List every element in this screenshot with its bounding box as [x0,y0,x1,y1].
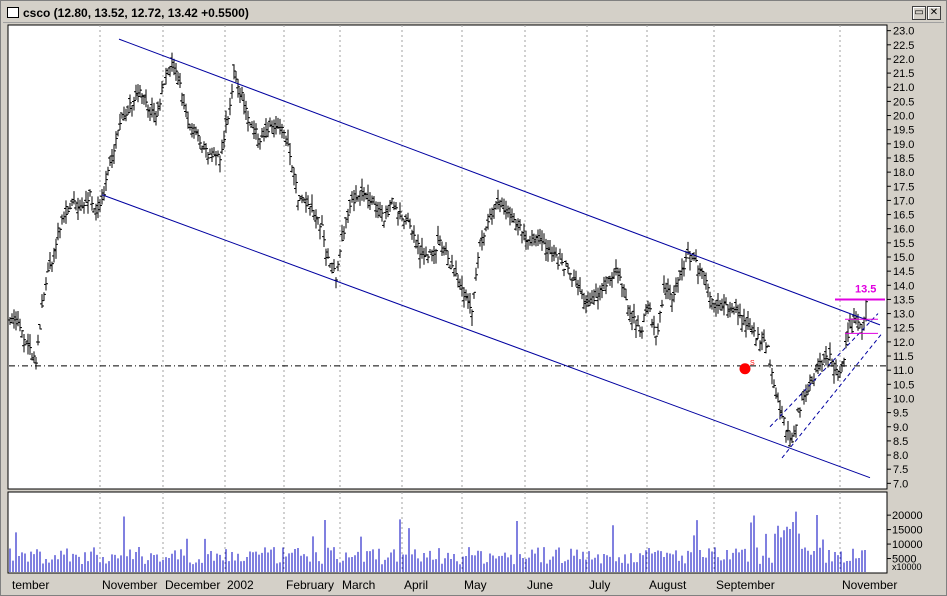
title-bar[interactable]: csco (12.80, 13.52, 12.72, 13.42 +0.5500… [3,3,944,23]
price-tick-label: 10.5 [893,379,914,391]
price-tick-label: 11.5 [893,351,914,363]
price-tick-label: 17.5 [893,181,914,193]
price-tick-label: 21.5 [893,68,914,80]
price-tick-label: 13.5 [893,294,914,306]
date-tick-label: November [102,578,157,592]
volume-tick-label: 5000 [892,554,916,566]
price-tick-label: 16.0 [893,224,914,236]
date-tick-label: April [404,578,428,592]
price-tick-label: 22.0 [893,54,914,66]
date-tick-label: July [589,578,610,592]
price-tick-label: 8.5 [893,436,908,448]
signal-marker-label: S [750,360,755,367]
price-tick-label: 15.5 [893,238,914,250]
date-tick-label: November [842,578,897,592]
price-tick-label: 22.5 [893,40,914,52]
price-tick-label: 20.5 [893,96,914,108]
price-tick-label: 20.0 [893,111,914,123]
price-tick-label: 12.5 [893,323,914,335]
target-label: 13.5 [855,283,876,295]
date-tick-label: February [286,578,334,592]
volume-multiplier-label: x10000 [892,562,922,572]
price-tick-label: 13.0 [893,309,914,321]
date-tick-label: March [342,578,375,592]
grid [99,25,841,573]
price-tick-label: 23.0 [893,26,914,38]
date-tick-label: August [649,578,687,592]
date-tick-label: June [527,578,553,592]
upper-trend-line[interactable] [118,38,881,326]
window-title: csco (12.80, 13.52, 12.72, 13.42 +0.5500… [23,6,249,20]
window-icon [7,7,19,18]
volume-tick-label: 20000 [892,510,923,522]
date-tick-label: tember [12,578,49,592]
price-tick-label: 7.0 [893,478,908,490]
chart-frames [7,24,888,574]
signal-marker-icon[interactable] [739,363,751,375]
price-tick-label: 19.0 [893,139,914,151]
price-tick-label: 21.0 [893,82,914,94]
volume-tick-label: 15000 [892,525,923,537]
price-tick-label: 14.0 [893,280,914,292]
date-tick-label: December [165,578,220,592]
rally-channel-lower[interactable] [781,333,883,459]
price-tick-label: 11.0 [893,365,914,377]
price-tick-label: 9.5 [893,408,908,420]
price-tick-label: 9.0 [893,422,908,434]
price-tick-label: 19.5 [893,125,914,137]
price-tick-label: 16.5 [893,210,914,222]
date-tick-label: May [464,578,487,592]
drawing-overlays[interactable]: 13.5 S [9,38,886,479]
axes: tember November December 2002 February March A… [12,26,923,592]
price-tick-label: 18.5 [893,153,914,165]
price-tick-label: 10.0 [893,393,914,405]
price-tick-label: 8.0 [893,450,908,462]
close-button[interactable]: ✕ [927,6,941,20]
price-tick-label: 17.0 [893,195,914,207]
date-tick-label: September [716,578,775,592]
volume-bars [9,511,866,572]
restore-button[interactable]: ▭ [912,6,926,20]
rally-channel-upper[interactable] [769,313,879,428]
volume-tick-label: 10000 [892,539,923,551]
price-tick-label: 14.5 [893,266,914,278]
lower-trend-line[interactable] [101,194,871,479]
price-tick-label: 18.0 [893,167,914,179]
price-tick-label: 15.0 [893,252,914,264]
date-tick-label: 2002 [227,578,254,592]
price-tick-label: 7.5 [893,464,908,476]
price-tick-label: 12.0 [893,337,914,349]
